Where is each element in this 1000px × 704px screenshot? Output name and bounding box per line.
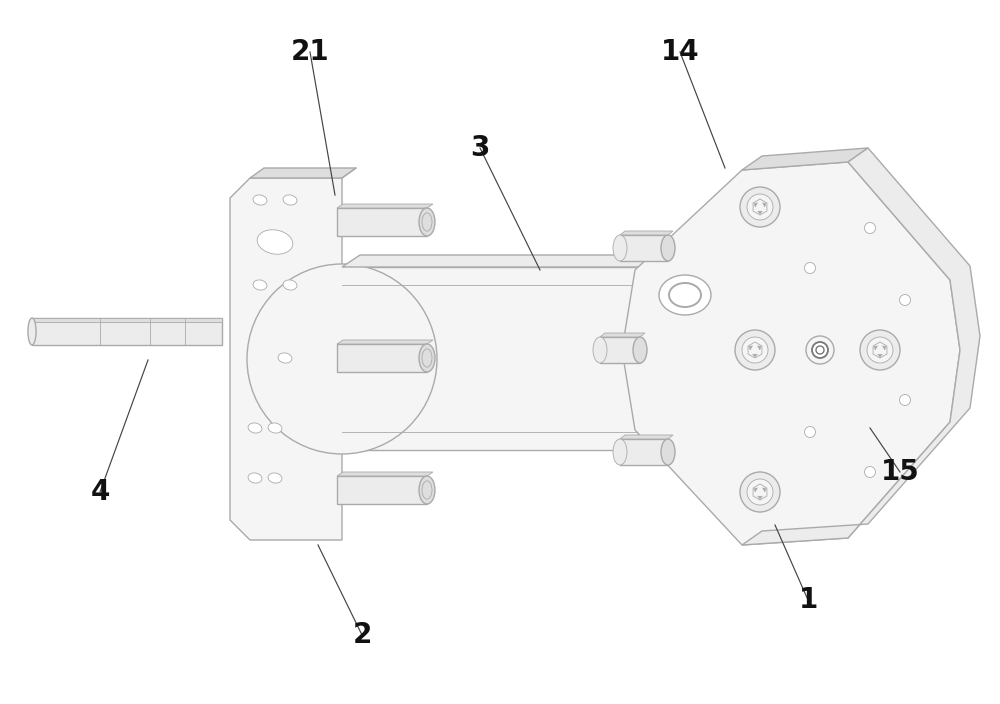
Polygon shape xyxy=(762,203,766,207)
Polygon shape xyxy=(762,488,766,492)
Polygon shape xyxy=(754,488,758,492)
Ellipse shape xyxy=(593,337,607,363)
Ellipse shape xyxy=(661,235,675,261)
Ellipse shape xyxy=(283,195,297,205)
Polygon shape xyxy=(337,204,433,208)
Text: 14: 14 xyxy=(661,38,699,66)
Polygon shape xyxy=(620,435,673,439)
Ellipse shape xyxy=(257,230,293,254)
Polygon shape xyxy=(620,439,668,465)
Circle shape xyxy=(735,330,775,370)
Ellipse shape xyxy=(659,275,711,315)
Polygon shape xyxy=(753,354,757,357)
Polygon shape xyxy=(250,168,356,178)
Ellipse shape xyxy=(419,344,435,372)
Ellipse shape xyxy=(283,280,297,290)
Circle shape xyxy=(864,222,876,234)
Polygon shape xyxy=(342,267,638,450)
Ellipse shape xyxy=(419,208,435,236)
Circle shape xyxy=(804,263,816,273)
Ellipse shape xyxy=(278,353,292,363)
Polygon shape xyxy=(878,354,882,357)
Polygon shape xyxy=(742,148,868,170)
Polygon shape xyxy=(600,337,640,363)
Ellipse shape xyxy=(253,280,267,290)
Text: 15: 15 xyxy=(881,458,919,486)
Circle shape xyxy=(747,479,773,505)
Circle shape xyxy=(864,467,876,477)
Circle shape xyxy=(816,346,824,354)
Polygon shape xyxy=(758,211,762,214)
Polygon shape xyxy=(600,333,645,337)
Ellipse shape xyxy=(419,476,435,504)
Ellipse shape xyxy=(248,473,262,483)
Polygon shape xyxy=(337,344,427,372)
Polygon shape xyxy=(758,496,762,499)
Polygon shape xyxy=(620,235,668,261)
Circle shape xyxy=(812,342,828,358)
Circle shape xyxy=(804,427,816,437)
Polygon shape xyxy=(32,318,222,345)
Polygon shape xyxy=(742,148,980,545)
Ellipse shape xyxy=(613,439,627,465)
Circle shape xyxy=(742,337,768,363)
Polygon shape xyxy=(620,231,673,235)
Ellipse shape xyxy=(253,195,267,205)
Ellipse shape xyxy=(28,318,36,345)
Polygon shape xyxy=(342,255,656,267)
Circle shape xyxy=(860,330,900,370)
Polygon shape xyxy=(32,318,222,322)
Polygon shape xyxy=(882,346,886,350)
Polygon shape xyxy=(337,208,427,236)
Ellipse shape xyxy=(613,235,627,261)
Circle shape xyxy=(900,294,910,306)
Text: 21: 21 xyxy=(291,38,329,66)
Ellipse shape xyxy=(633,337,647,363)
Text: 4: 4 xyxy=(90,478,110,506)
Ellipse shape xyxy=(268,423,282,433)
Ellipse shape xyxy=(661,439,675,465)
Polygon shape xyxy=(749,346,753,350)
Circle shape xyxy=(867,337,893,363)
Ellipse shape xyxy=(247,264,437,454)
Text: 2: 2 xyxy=(352,621,372,649)
Polygon shape xyxy=(230,178,342,540)
Polygon shape xyxy=(757,346,761,350)
Polygon shape xyxy=(337,476,427,504)
Ellipse shape xyxy=(248,423,262,433)
Text: 1: 1 xyxy=(798,586,818,614)
Circle shape xyxy=(747,194,773,220)
Polygon shape xyxy=(337,472,433,476)
Ellipse shape xyxy=(669,283,701,307)
Polygon shape xyxy=(874,346,878,350)
Circle shape xyxy=(900,394,910,406)
Polygon shape xyxy=(337,340,433,344)
Ellipse shape xyxy=(268,473,282,483)
Polygon shape xyxy=(754,203,758,207)
Circle shape xyxy=(740,187,780,227)
Text: 3: 3 xyxy=(470,134,490,162)
Circle shape xyxy=(806,336,834,364)
Polygon shape xyxy=(622,162,960,545)
Circle shape xyxy=(740,472,780,512)
